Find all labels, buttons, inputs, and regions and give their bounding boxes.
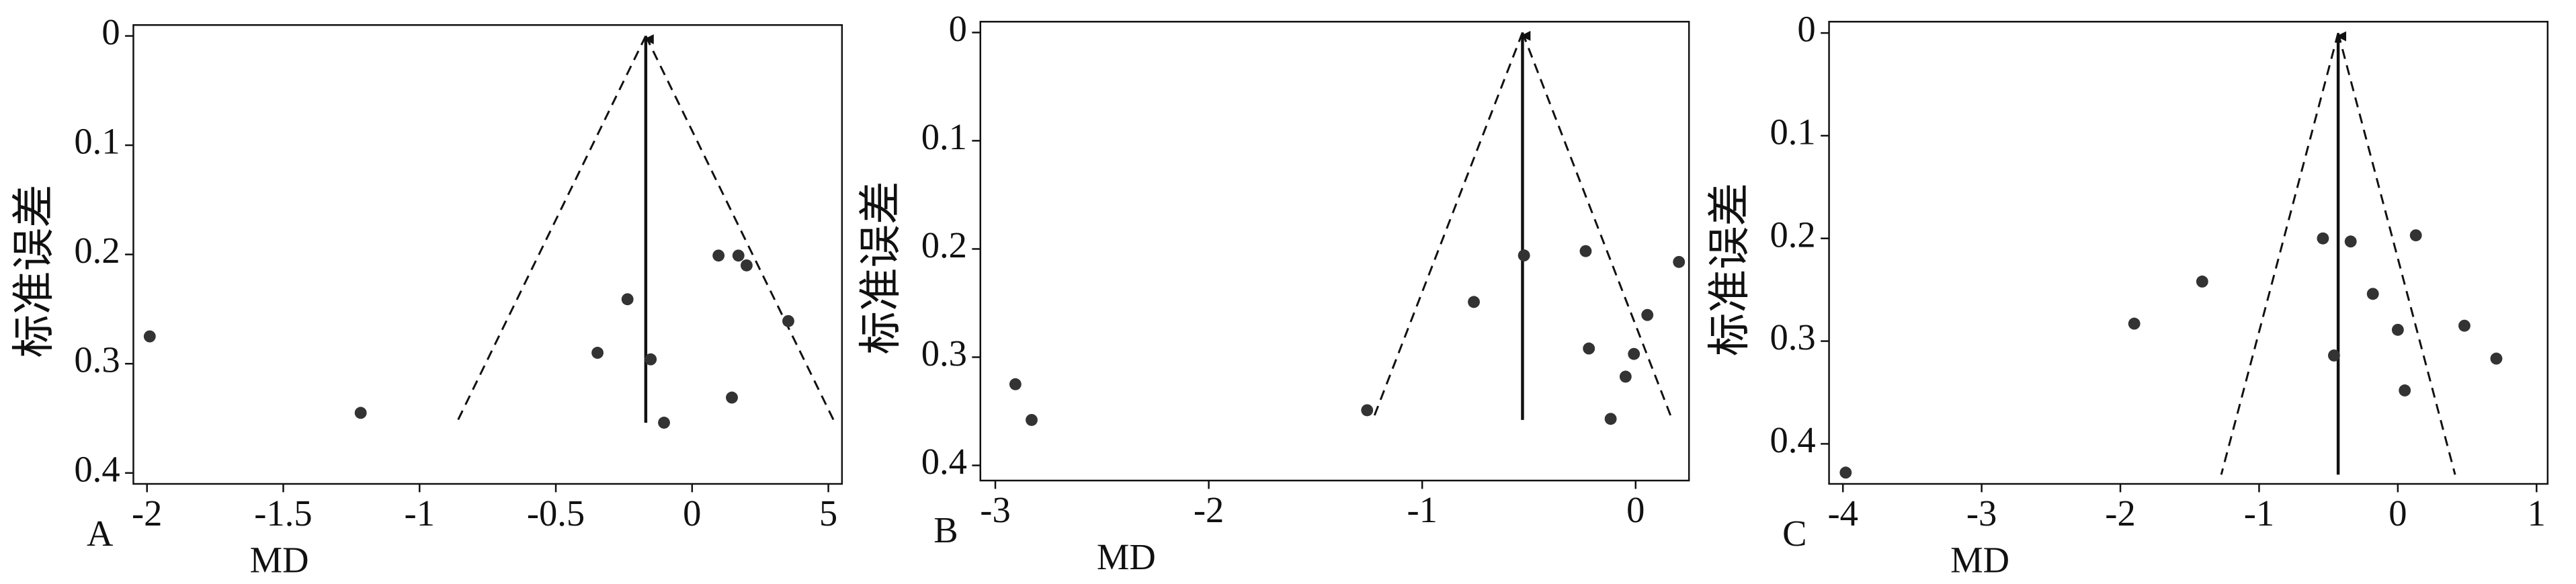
x-tick-label: -3 xyxy=(1966,493,1997,534)
study-point xyxy=(1026,413,1038,426)
study-point xyxy=(1628,347,1640,360)
study-point xyxy=(645,353,657,366)
study-point xyxy=(1641,308,1654,321)
study-point xyxy=(1604,413,1617,425)
panel-label: C xyxy=(1782,513,1806,554)
x-tick-label: 5 xyxy=(819,493,837,534)
study-point xyxy=(591,347,604,359)
y-tick-label: 0.1 xyxy=(921,116,967,157)
panel-label: B xyxy=(933,509,958,550)
study-point xyxy=(1839,466,1852,479)
plot-frame xyxy=(979,21,1690,482)
study-point xyxy=(2317,232,2329,245)
y-axis-label: 标准误差 xyxy=(857,181,905,354)
x-tick-label: -2 xyxy=(132,493,162,534)
study-point xyxy=(2399,384,2411,397)
x-tick-label: -1 xyxy=(405,493,435,534)
study-point xyxy=(2196,276,2208,288)
study-point xyxy=(712,249,725,262)
x-tick-label: 1 xyxy=(2528,493,2546,534)
x-tick-label: -4 xyxy=(1827,493,1858,534)
y-tick-label: 0.3 xyxy=(921,333,967,374)
study-point xyxy=(1579,245,1592,257)
study-point xyxy=(354,407,367,419)
study-point xyxy=(726,391,738,404)
study-point xyxy=(2458,319,2470,332)
study-point xyxy=(2391,323,2404,336)
x-tick-label: -2 xyxy=(1194,489,1224,530)
study-point xyxy=(732,249,745,262)
x-axis-label: MD xyxy=(1097,536,1156,577)
x-tick-label: 0 xyxy=(1626,489,1645,530)
study-point xyxy=(1009,378,1022,390)
study-point xyxy=(1361,404,1374,417)
y-tick-label: 0.1 xyxy=(74,121,120,162)
study-point xyxy=(2328,349,2340,362)
y-tick-label: 0.3 xyxy=(74,339,120,380)
y-tick-label: 0.2 xyxy=(74,230,120,271)
y-tick-label: 0 xyxy=(101,11,120,52)
y-tick-label: 0 xyxy=(1797,9,1815,50)
y-tick-label: 0.1 xyxy=(1770,111,1815,152)
study-point xyxy=(782,315,794,327)
funnel-left xyxy=(2220,32,2339,475)
y-tick-label: 0.4 xyxy=(1770,419,1815,460)
x-tick-label: -0.5 xyxy=(527,493,585,534)
funnel-right xyxy=(1522,32,1673,421)
plot-frame xyxy=(1828,21,2549,485)
study-point xyxy=(143,330,156,343)
study-point xyxy=(658,417,670,429)
study-point xyxy=(1583,342,1595,355)
y-axis-label: 标准误差 xyxy=(10,184,58,358)
funnel-left xyxy=(1372,32,1524,421)
study-point xyxy=(1673,255,1686,268)
study-point xyxy=(1518,249,1530,262)
study-point xyxy=(2128,317,2141,330)
study-point xyxy=(1468,296,1480,308)
study-point xyxy=(2490,352,2503,365)
x-tick-label: 0 xyxy=(2388,493,2407,534)
y-tick-label: 0.3 xyxy=(1770,317,1815,358)
x-tick-label: -3 xyxy=(980,489,1010,530)
study-point xyxy=(2366,288,2379,300)
study-point xyxy=(2409,229,2422,242)
x-tick-label: -1.5 xyxy=(254,493,312,534)
funnel-right xyxy=(2337,32,2456,475)
study-point xyxy=(621,293,634,306)
x-tick-label: -1 xyxy=(2244,493,2274,534)
y-tick-label: 0.2 xyxy=(921,224,967,265)
x-tick-label: 0 xyxy=(683,493,701,534)
y-tick-label: 0.4 xyxy=(921,441,967,482)
x-axis-label: MD xyxy=(1950,540,2009,581)
y-tick-label: 0.2 xyxy=(1770,214,1815,255)
x-axis-label: MD xyxy=(250,540,309,581)
y-tick-label: 0 xyxy=(949,8,967,49)
x-tick-label: -1 xyxy=(1407,489,1437,530)
funnel-left xyxy=(456,35,647,423)
funnel-right xyxy=(645,35,836,423)
study-point xyxy=(740,259,753,272)
study-point xyxy=(2344,235,2357,248)
x-tick-label: -2 xyxy=(2105,493,2135,534)
y-tick-label: 0.4 xyxy=(74,448,120,489)
study-point xyxy=(1619,370,1632,383)
y-axis-label: 标准误差 xyxy=(1706,183,1753,356)
panel-label: A xyxy=(87,513,114,554)
